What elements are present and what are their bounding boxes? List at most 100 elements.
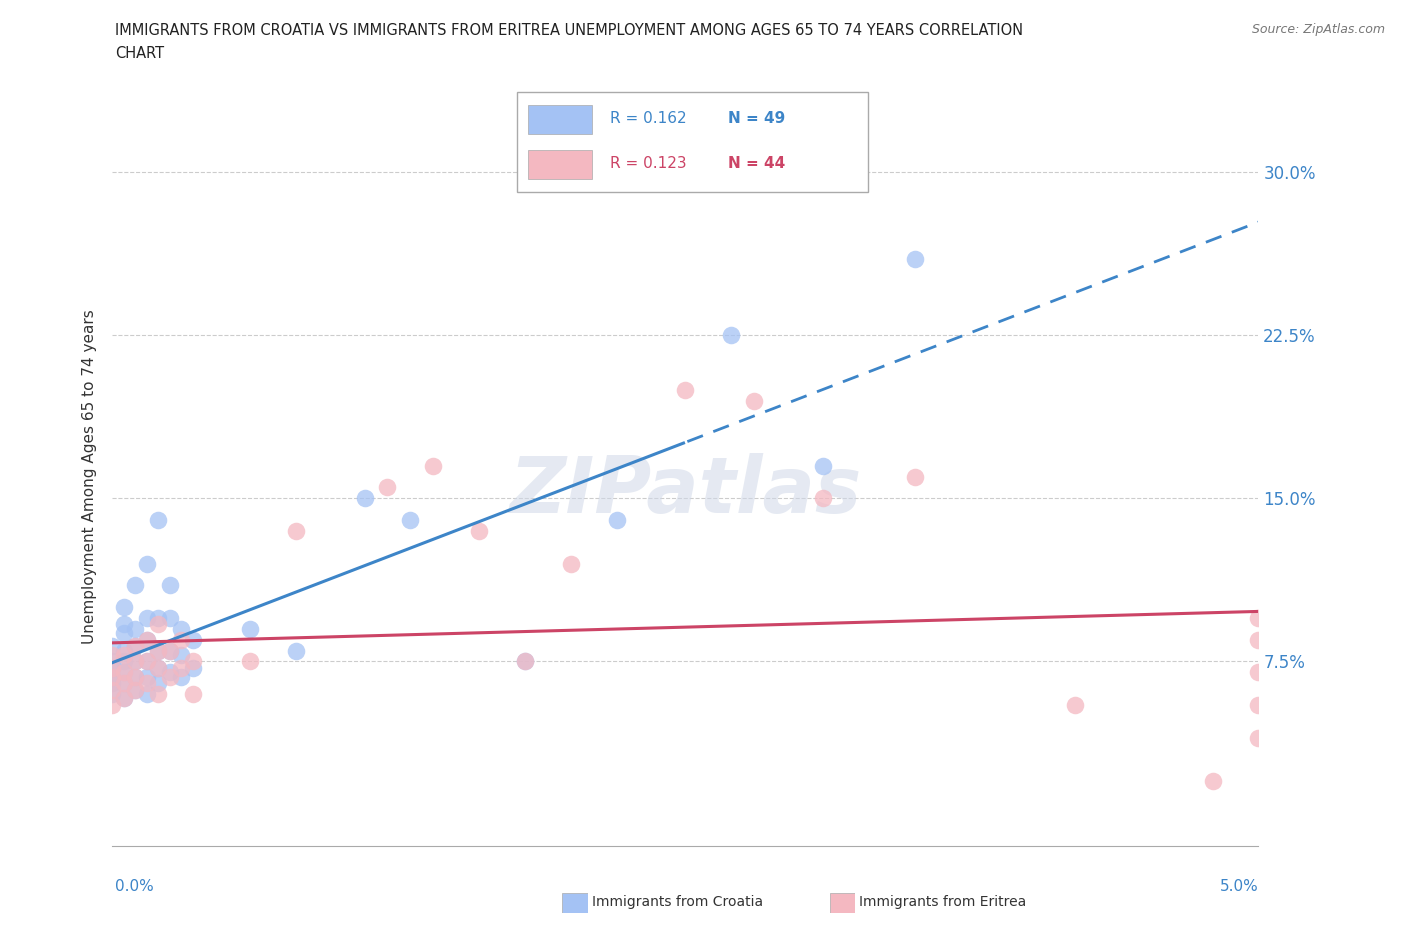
Point <box>135 556 157 571</box>
Point <box>101 639 124 654</box>
Point <box>170 660 193 675</box>
Point <box>513 654 536 669</box>
Point <box>124 639 146 654</box>
Point <box>124 654 146 669</box>
Point <box>135 632 157 647</box>
Point <box>1247 698 1270 712</box>
Point <box>606 512 628 527</box>
Point <box>1201 774 1223 789</box>
Text: N = 44: N = 44 <box>728 155 786 171</box>
Point <box>148 660 170 675</box>
Point <box>112 654 135 669</box>
Point <box>904 469 927 484</box>
Point <box>904 252 927 267</box>
Point <box>513 654 536 669</box>
Point <box>101 660 124 675</box>
Point <box>148 644 170 658</box>
Point <box>135 670 157 684</box>
Point <box>148 618 170 632</box>
Point <box>170 621 193 636</box>
Point <box>181 654 204 669</box>
Point <box>112 618 135 632</box>
Point <box>170 632 193 647</box>
Point <box>560 556 582 571</box>
Point <box>101 670 124 684</box>
Point <box>159 610 181 625</box>
Point <box>468 524 491 538</box>
Text: IMMIGRANTS FROM CROATIA VS IMMIGRANTS FROM ERITREA UNEMPLOYMENT AMONG AGES 65 TO: IMMIGRANTS FROM CROATIA VS IMMIGRANTS FR… <box>115 23 1024 38</box>
Point <box>148 512 170 527</box>
Point <box>811 491 834 506</box>
Point <box>135 632 157 647</box>
Text: CHART: CHART <box>115 46 165 61</box>
Text: 0.0%: 0.0% <box>115 879 155 894</box>
Point <box>239 621 262 636</box>
Point <box>148 676 170 691</box>
Point <box>112 600 135 615</box>
Point <box>112 644 135 658</box>
Point <box>101 676 124 691</box>
Point <box>101 647 124 662</box>
Point <box>124 639 146 654</box>
Point <box>181 632 204 647</box>
Point <box>101 698 124 712</box>
Point <box>101 686 124 701</box>
Point <box>135 654 157 669</box>
Bar <box>527 105 592 134</box>
Point <box>124 683 146 698</box>
Point <box>135 610 157 625</box>
Point <box>675 382 697 397</box>
Point <box>170 670 193 684</box>
Point <box>159 644 181 658</box>
Text: Immigrants from Croatia: Immigrants from Croatia <box>592 895 763 910</box>
Point <box>181 686 204 701</box>
Point <box>112 665 135 680</box>
Point <box>377 480 399 495</box>
Point <box>159 665 181 680</box>
Point <box>353 491 375 506</box>
Text: R = 0.123: R = 0.123 <box>610 155 686 171</box>
Point <box>1247 610 1270 625</box>
Point <box>135 654 157 669</box>
Point <box>811 458 834 473</box>
Point <box>112 676 135 691</box>
Point <box>112 626 135 641</box>
Point <box>124 670 146 684</box>
Bar <box>527 151 592 179</box>
Point <box>112 691 135 706</box>
Point <box>124 654 146 669</box>
Point <box>101 670 124 684</box>
FancyBboxPatch shape <box>517 91 868 193</box>
Point <box>101 683 124 698</box>
Text: Source: ZipAtlas.com: Source: ZipAtlas.com <box>1251 23 1385 36</box>
Point <box>399 512 422 527</box>
Point <box>720 328 742 343</box>
Point <box>101 654 124 669</box>
Point <box>112 691 135 706</box>
Point <box>742 393 765 408</box>
Point <box>124 621 146 636</box>
Text: R = 0.162: R = 0.162 <box>610 111 686 126</box>
Point <box>1247 730 1270 745</box>
Point <box>284 524 307 538</box>
Point <box>159 670 181 684</box>
Point <box>159 578 181 592</box>
Point <box>422 458 444 473</box>
Point <box>148 610 170 625</box>
Point <box>170 647 193 662</box>
Point <box>112 676 135 691</box>
Text: N = 49: N = 49 <box>728 111 786 126</box>
Point <box>1247 665 1270 680</box>
Point <box>148 644 170 658</box>
Point <box>159 644 181 658</box>
Text: Immigrants from Eritrea: Immigrants from Eritrea <box>859 895 1026 910</box>
Y-axis label: Unemployment Among Ages 65 to 74 years: Unemployment Among Ages 65 to 74 years <box>82 310 97 644</box>
Point <box>124 578 146 592</box>
Point <box>1064 698 1087 712</box>
Point <box>112 647 135 662</box>
Point <box>101 660 124 675</box>
Point <box>284 644 307 658</box>
Point <box>112 665 135 680</box>
Point <box>181 660 204 675</box>
Point <box>124 683 146 698</box>
